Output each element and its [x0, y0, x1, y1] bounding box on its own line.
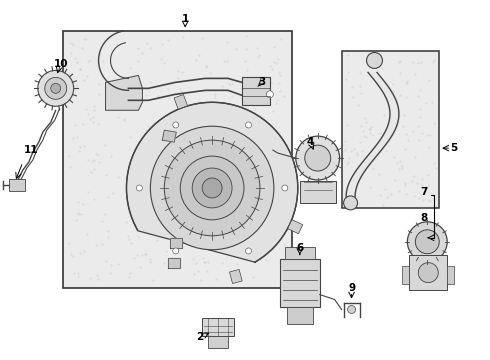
Circle shape	[202, 178, 222, 198]
Text: 1: 1	[182, 14, 189, 24]
Circle shape	[192, 168, 232, 208]
Polygon shape	[174, 95, 188, 109]
Text: 6: 6	[296, 243, 303, 253]
Text: 7: 7	[420, 187, 428, 197]
Circle shape	[367, 53, 383, 68]
Circle shape	[296, 136, 340, 180]
Text: 5: 5	[451, 143, 458, 153]
Bar	[285, 247, 315, 259]
Bar	[242, 77, 270, 105]
Text: 4: 4	[306, 137, 314, 147]
Circle shape	[418, 263, 438, 283]
Bar	[409, 255, 447, 289]
Bar	[402, 266, 409, 284]
Polygon shape	[168, 258, 180, 268]
Bar	[447, 266, 454, 284]
Circle shape	[343, 196, 358, 210]
Text: 3: 3	[258, 77, 266, 87]
Text: 2: 2	[196, 332, 204, 342]
Circle shape	[407, 222, 447, 262]
Polygon shape	[171, 238, 182, 248]
Circle shape	[45, 77, 67, 99]
Circle shape	[305, 145, 331, 171]
Circle shape	[136, 185, 143, 191]
Circle shape	[416, 230, 439, 254]
Bar	[63, 31, 292, 288]
Bar	[342, 50, 439, 208]
Bar	[208, 336, 228, 348]
Bar	[9, 179, 25, 191]
Text: 8: 8	[421, 213, 428, 223]
Circle shape	[267, 91, 273, 98]
Circle shape	[150, 126, 274, 250]
Circle shape	[347, 306, 356, 314]
Text: 10: 10	[53, 59, 68, 69]
Bar	[300, 181, 336, 203]
Polygon shape	[162, 130, 176, 142]
Bar	[280, 259, 319, 306]
Circle shape	[173, 248, 179, 254]
Bar	[202, 319, 234, 336]
Text: 9: 9	[348, 283, 355, 293]
Circle shape	[164, 140, 260, 236]
Polygon shape	[126, 102, 298, 262]
Circle shape	[173, 122, 179, 128]
Polygon shape	[288, 220, 303, 234]
Polygon shape	[105, 75, 143, 110]
Circle shape	[245, 248, 251, 254]
Bar	[287, 306, 313, 324]
Circle shape	[180, 156, 244, 220]
Circle shape	[245, 122, 251, 128]
Text: 11: 11	[24, 145, 38, 155]
Circle shape	[38, 71, 74, 106]
Circle shape	[51, 84, 61, 93]
Polygon shape	[229, 269, 242, 284]
Circle shape	[282, 185, 288, 191]
